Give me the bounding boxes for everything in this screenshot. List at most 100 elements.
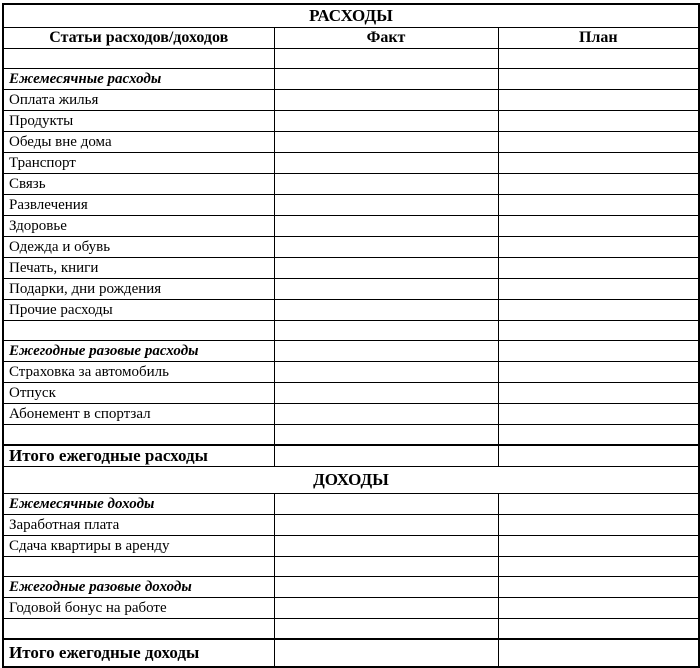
spacer-row: [2, 48, 700, 69]
fact-cell[interactable]: [273, 424, 499, 446]
row-label: Итого ежегодные расходы: [2, 444, 275, 467]
spacer-row: [2, 424, 700, 446]
fact-cell[interactable]: [273, 535, 499, 557]
fact-cell[interactable]: [273, 382, 499, 404]
plan-cell[interactable]: [497, 110, 700, 132]
plan-cell[interactable]: [497, 597, 700, 619]
fact-cell[interactable]: [273, 514, 499, 536]
row-label: [2, 556, 275, 577]
plan-cell[interactable]: [497, 236, 700, 258]
section-row-annual-income: Ежегодные разовые доходы: [2, 576, 700, 598]
row-label: Подарки, дни рождения: [2, 278, 275, 300]
fact-cell[interactable]: [273, 236, 499, 258]
fact-cell[interactable]: [273, 340, 499, 362]
plan-cell[interactable]: [497, 361, 700, 383]
row-label: [2, 320, 275, 341]
fact-cell[interactable]: [273, 110, 499, 132]
expense-row: Продукты: [2, 110, 700, 132]
plan-cell[interactable]: [497, 320, 700, 341]
fact-cell[interactable]: [273, 48, 499, 69]
col-header-items: Статьи расходов/доходов: [2, 27, 275, 49]
row-label: Заработная плата: [2, 514, 275, 536]
fact-cell[interactable]: [273, 68, 499, 90]
row-label: Развлечения: [2, 194, 275, 216]
plan-cell[interactable]: [497, 131, 700, 153]
expense-row: Здоровье: [2, 215, 700, 237]
expense-row: Прочие расходы: [2, 299, 700, 321]
expenses-section-title: РАСХОДЫ: [2, 3, 700, 28]
plan-cell[interactable]: [497, 493, 700, 515]
expense-row: Отпуск: [2, 382, 700, 404]
plan-cell[interactable]: [497, 68, 700, 90]
plan-cell[interactable]: [497, 48, 700, 69]
income-row: Заработная плата: [2, 514, 700, 536]
expenses-title-row: РАСХОДЫ: [2, 3, 700, 28]
row-label: Продукты: [2, 110, 275, 132]
plan-cell[interactable]: [497, 556, 700, 577]
income-row: Годовой бонус на работе: [2, 597, 700, 619]
expense-row: Транспорт: [2, 152, 700, 174]
fact-cell[interactable]: [273, 597, 499, 619]
plan-cell[interactable]: [497, 215, 700, 237]
section-row-monthly-income: Ежемесячные доходы: [2, 493, 700, 515]
plan-cell[interactable]: [497, 382, 700, 404]
row-label: Прочие расходы: [2, 299, 275, 321]
expense-row: Печать, книги: [2, 257, 700, 279]
fact-cell[interactable]: [273, 152, 499, 174]
fact-cell[interactable]: [273, 89, 499, 111]
plan-cell[interactable]: [497, 576, 700, 598]
plan-cell[interactable]: [497, 89, 700, 111]
fact-cell[interactable]: [273, 320, 499, 341]
fact-cell[interactable]: [273, 403, 499, 425]
plan-cell[interactable]: [497, 257, 700, 279]
plan-cell[interactable]: [497, 152, 700, 174]
income-row: Сдача квартиры в аренду: [2, 535, 700, 557]
row-label: Абонемент в спортзал: [2, 403, 275, 425]
section-row-annual-expenses: Ежегодные разовые расходы: [2, 340, 700, 362]
fact-cell[interactable]: [273, 556, 499, 577]
fact-cell[interactable]: [273, 131, 499, 153]
row-label: Оплата жилья: [2, 89, 275, 111]
row-label: Печать, книги: [2, 257, 275, 279]
fact-cell[interactable]: [273, 493, 499, 515]
plan-cell[interactable]: [497, 424, 700, 446]
expense-row: Абонемент в спортзал: [2, 403, 700, 425]
fact-cell[interactable]: [273, 618, 499, 640]
row-label: Здоровье: [2, 215, 275, 237]
row-label: Сдача квартиры в аренду: [2, 535, 275, 557]
fact-cell[interactable]: [273, 576, 499, 598]
row-label: [2, 618, 275, 640]
row-label: Ежемесячные расходы: [2, 68, 275, 90]
fact-cell[interactable]: [273, 215, 499, 237]
fact-cell[interactable]: [273, 257, 499, 279]
plan-cell[interactable]: [497, 535, 700, 557]
plan-cell[interactable]: [497, 299, 700, 321]
plan-cell[interactable]: [497, 514, 700, 536]
fact-cell[interactable]: [273, 278, 499, 300]
expense-row: Связь: [2, 173, 700, 195]
fact-cell[interactable]: [273, 173, 499, 195]
row-label: Годовой бонус на работе: [2, 597, 275, 619]
expense-row: Оплата жилья: [2, 89, 700, 111]
plan-cell[interactable]: [497, 194, 700, 216]
spacer-row: [2, 618, 700, 640]
fact-cell[interactable]: [273, 194, 499, 216]
expense-row: Подарки, дни рождения: [2, 278, 700, 300]
budget-table: РАСХОДЫ Статьи расходов/доходов Факт Пла…: [2, 3, 700, 668]
plan-cell[interactable]: [497, 403, 700, 425]
fact-cell[interactable]: [273, 361, 499, 383]
income-title-row: ДОХОДЫ: [2, 466, 700, 494]
row-label: [2, 48, 275, 69]
expense-row: Обеды вне дома: [2, 131, 700, 153]
fact-cell[interactable]: [273, 444, 499, 467]
plan-cell[interactable]: [497, 340, 700, 362]
row-label: Страховка за автомобиль: [2, 361, 275, 383]
plan-cell[interactable]: [497, 173, 700, 195]
row-label: Ежемесячные доходы: [2, 493, 275, 515]
plan-cell[interactable]: [497, 618, 700, 640]
plan-cell[interactable]: [497, 444, 700, 467]
plan-cell[interactable]: [497, 278, 700, 300]
fact-cell[interactable]: [273, 299, 499, 321]
section-row-monthly-expenses: Ежемесячные расходы: [2, 68, 700, 90]
